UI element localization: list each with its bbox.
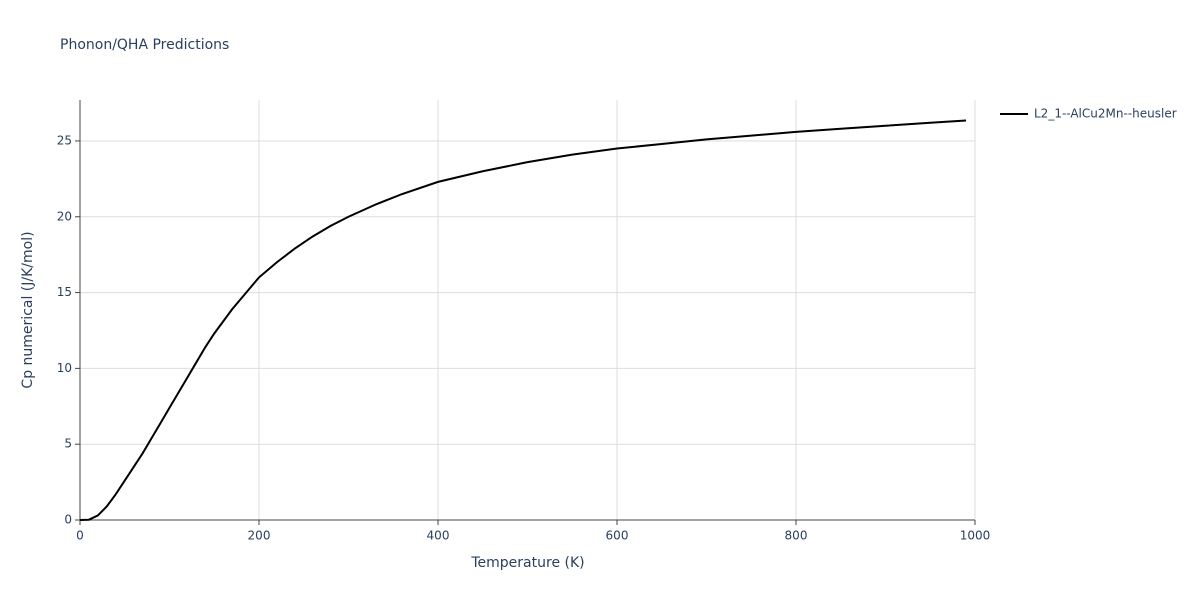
y-tick-label: 15: [57, 285, 72, 299]
x-tick-label: 600: [606, 529, 629, 543]
y-axis-label: Cp numerical (J/K/mol): [20, 231, 36, 388]
legend-label: L2_1--AlCu2Mn--heusler: [1034, 107, 1177, 121]
x-tick-label: 400: [427, 529, 450, 543]
x-axis-label: Temperature (K): [470, 555, 584, 571]
y-tick-label: 25: [57, 133, 72, 147]
x-tick-label: 200: [248, 529, 271, 543]
y-tick-label: 5: [64, 437, 72, 451]
x-tick-label: 800: [785, 529, 808, 543]
chart-title: Phonon/QHA Predictions: [60, 37, 229, 53]
x-tick-label: 0: [76, 529, 84, 543]
y-tick-label: 20: [57, 209, 72, 223]
y-tick-label: 10: [57, 361, 72, 375]
y-tick-label: 0: [64, 513, 72, 527]
series-line: [79, 119, 967, 521]
x-tick-label: 1000: [960, 529, 991, 543]
